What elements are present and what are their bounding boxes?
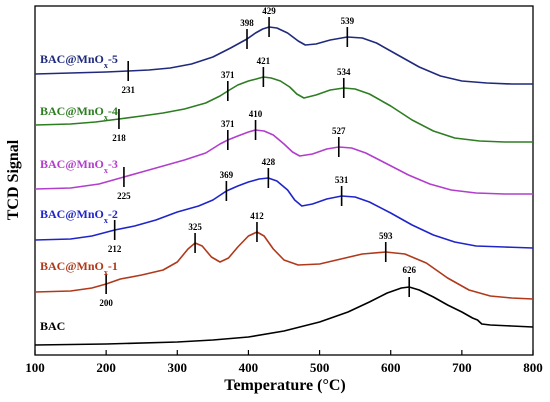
series-label-5: BAC@MnOx-5 <box>40 52 118 70</box>
peak-label-0-0: 626 <box>402 265 416 275</box>
peak-label-3-2: 410 <box>249 109 263 119</box>
y-axis-title: TCD Signal <box>5 139 22 220</box>
peak-label-2-0: 212 <box>108 244 122 254</box>
peak-label-4-1: 371 <box>221 70 235 80</box>
series-layer <box>34 26 534 346</box>
peak-label-2-2: 428 <box>262 157 276 167</box>
x-tick-label-5: 600 <box>381 360 401 375</box>
series-line-2 <box>34 177 534 249</box>
peak-label-3-1: 371 <box>221 119 235 129</box>
peak-label-2-3: 531 <box>335 175 349 185</box>
series-line-4 <box>34 76 533 143</box>
series-labels: BAC BAC@MnOx-1 BAC@MnOx-2 BAC@MnOx-3 BAC@MnO… <box>40 52 118 333</box>
peak-label-1-1: 325 <box>188 222 202 232</box>
series-label-2: BAC@MnOx-2 <box>40 207 118 225</box>
peak-label-5-2: 429 <box>262 6 276 16</box>
peak-markers: 626 200 325 412 593 212 369 428 531 225 371 410 527 2… <box>99 6 416 308</box>
x-axis-ticks: 100 200 300 400 500 600 700 800 <box>25 350 543 375</box>
x-tick-label-7: 800 <box>523 360 543 375</box>
peak-label-1-3: 593 <box>379 231 393 241</box>
peak-label-4-2: 421 <box>257 56 271 66</box>
peak-label-2-1: 369 <box>220 170 234 180</box>
peak-label-1-2: 412 <box>250 211 264 221</box>
peak-label-1-0: 200 <box>99 298 113 308</box>
plot-frame <box>34 5 534 356</box>
series-label-0: BAC <box>40 319 65 333</box>
series-line-3 <box>34 129 533 195</box>
peak-label-4-3: 534 <box>337 67 351 77</box>
x-axis-title: Temperature (°C) <box>224 377 345 394</box>
peak-label-4-0: 218 <box>112 133 126 143</box>
x-tick-label-2: 300 <box>168 360 188 375</box>
peak-label-5-0: 231 <box>121 85 135 95</box>
series-line-0 <box>34 286 534 346</box>
peak-label-3-3: 527 <box>332 126 346 136</box>
peak-label-5-3: 539 <box>341 16 355 26</box>
x-tick-label-1: 200 <box>96 360 116 375</box>
peak-label-5-1: 398 <box>240 18 254 28</box>
x-tick-label-0: 100 <box>25 360 45 375</box>
series-line-1 <box>34 231 534 300</box>
x-tick-label-6: 700 <box>452 360 472 375</box>
series-line-5 <box>34 26 533 85</box>
series-label-3: BAC@MnOx-3 <box>40 157 118 175</box>
x-tick-label-3: 400 <box>239 360 259 375</box>
peak-label-3-0: 225 <box>117 191 131 201</box>
series-label-4: BAC@MnOx-4 <box>40 104 118 122</box>
series-label-1: BAC@MnOx-1 <box>40 259 118 277</box>
x-tick-label-4: 500 <box>310 360 330 375</box>
